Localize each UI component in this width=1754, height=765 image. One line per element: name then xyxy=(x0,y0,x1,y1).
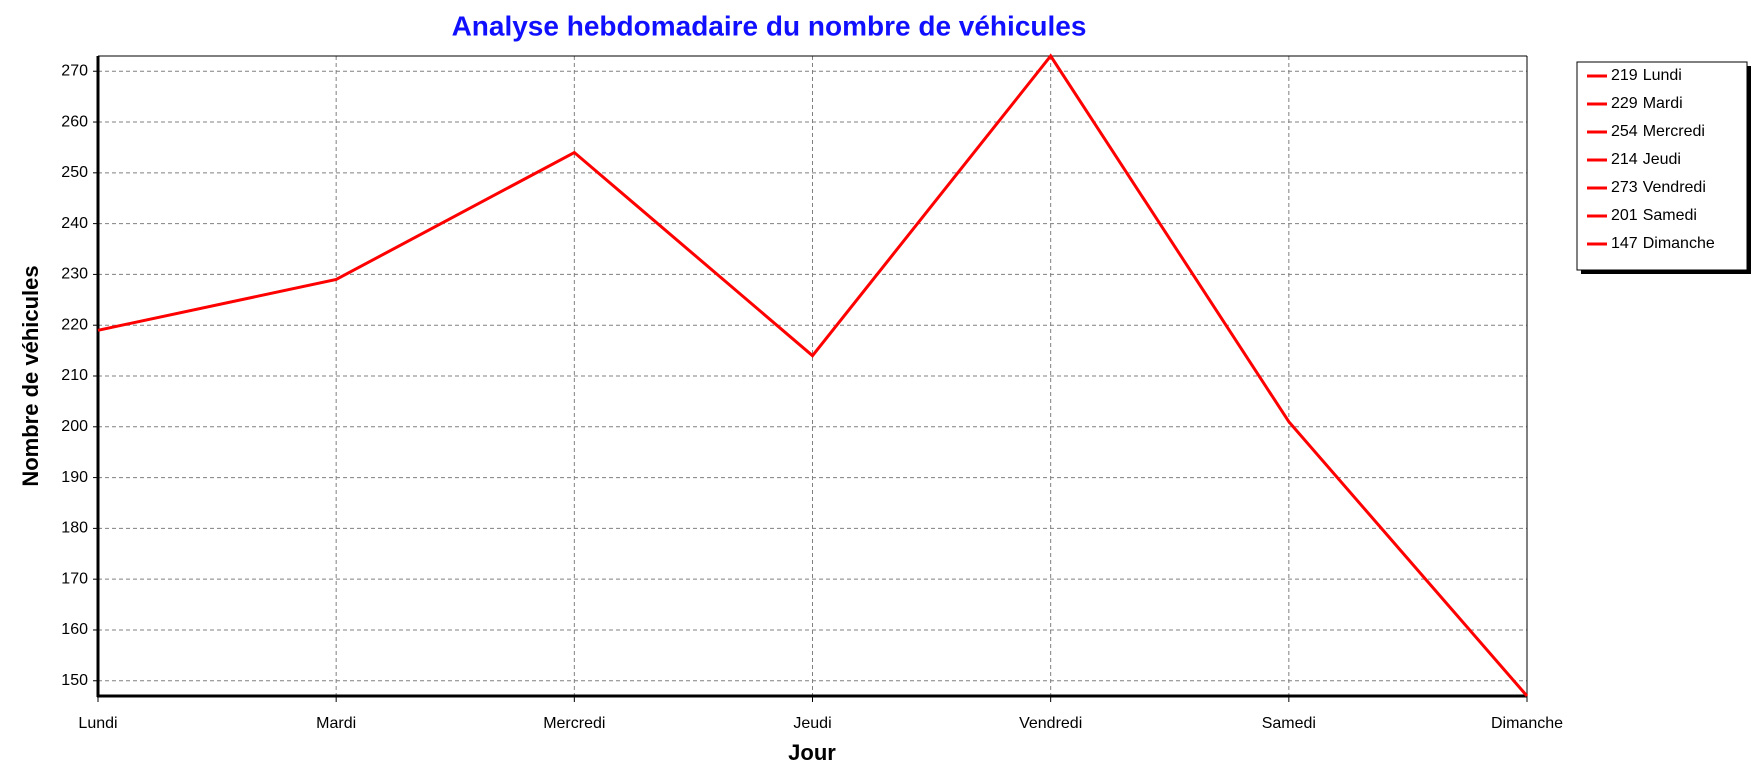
y-tick-label: 180 xyxy=(61,520,88,537)
legend-category: Vendredi xyxy=(1643,179,1706,196)
legend-label: 219 Lundi xyxy=(1611,67,1682,84)
legend-category: Lundi xyxy=(1643,67,1682,84)
legend-label: 147 Dimanche xyxy=(1611,235,1715,252)
x-tick-label: Jeudi xyxy=(793,715,831,732)
y-tick-label: 150 xyxy=(61,672,88,689)
legend-value: 147 xyxy=(1611,235,1638,252)
y-tick-label: 250 xyxy=(61,164,88,181)
legend-value: 273 xyxy=(1611,179,1638,196)
legend-category: Mardi xyxy=(1643,95,1683,112)
x-tick-label: Lundi xyxy=(78,715,117,732)
y-tick-label: 210 xyxy=(61,367,88,384)
x-axis-label: Jour xyxy=(788,740,836,765)
line xyxy=(97,53,1529,697)
legend-label: 273 Vendredi xyxy=(1611,179,1706,196)
y-tick-label: 190 xyxy=(61,469,88,486)
legend-value: 219 xyxy=(1611,67,1638,84)
legend-box xyxy=(1576,61,1748,271)
y-tick-label: 200 xyxy=(61,418,88,435)
y-axis-label: Nombre de véhicules xyxy=(18,265,43,486)
legend-category: Samedi xyxy=(1643,207,1697,224)
legend-label: 201 Samedi xyxy=(1611,207,1697,224)
legend-category: Mercredi xyxy=(1643,123,1705,140)
legend-value: 214 xyxy=(1611,151,1638,168)
legend-label: 229 Mardi xyxy=(1611,95,1683,112)
y-tick-label: 170 xyxy=(61,570,88,587)
legend-label: 254 Mercredi xyxy=(1611,123,1705,140)
x-tick-label: Dimanche xyxy=(1491,715,1563,732)
x-tick-label: Vendredi xyxy=(1019,715,1082,732)
x-tick-label: Mardi xyxy=(316,715,356,732)
legend-category: Dimanche xyxy=(1643,235,1715,252)
legend-value: 201 xyxy=(1611,207,1638,224)
y-tick-label: 220 xyxy=(61,316,88,333)
chart-title: Analyse hebdomadaire du nombre de véhicu… xyxy=(452,10,1087,41)
legend-value: 254 xyxy=(1611,123,1638,140)
legend-label: 214 Jeudi xyxy=(1611,151,1681,168)
legend-value: 229 xyxy=(1611,95,1638,112)
x-tick-label: Mercredi xyxy=(543,715,605,732)
y-tick-label: 270 xyxy=(61,62,88,79)
y-tick-label: 260 xyxy=(61,113,88,130)
y-tick-label: 240 xyxy=(61,215,88,232)
y-tick-label: 160 xyxy=(61,621,88,638)
legend-category: Jeudi xyxy=(1643,151,1681,168)
y-tick-label: 230 xyxy=(61,266,88,283)
x-tick-label: Samedi xyxy=(1262,715,1316,732)
